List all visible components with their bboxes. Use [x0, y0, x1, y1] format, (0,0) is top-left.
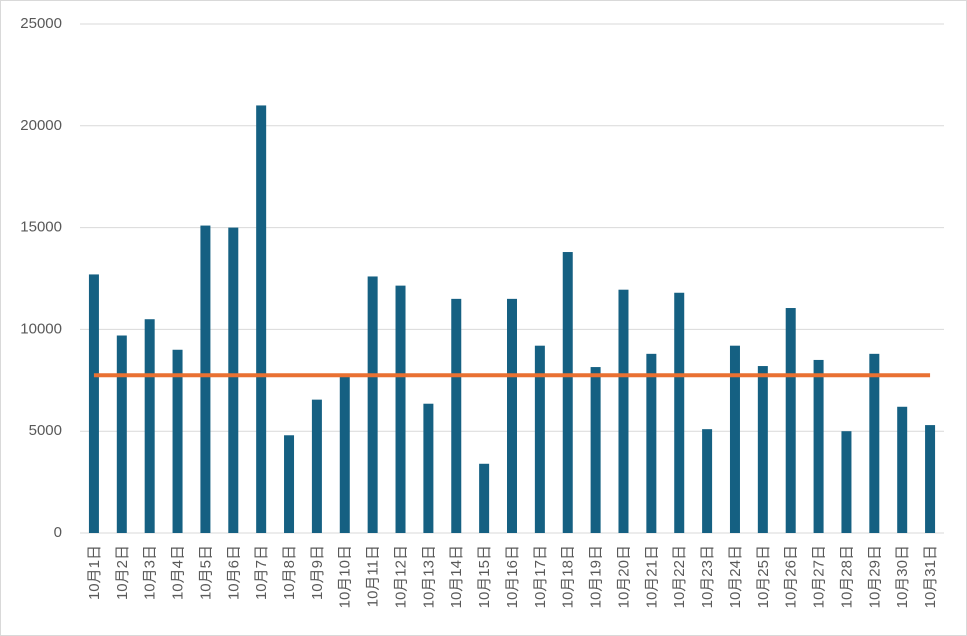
x-tick-label: 10月16日	[504, 545, 521, 608]
bar	[88, 274, 99, 533]
bar	[200, 225, 211, 533]
x-tick-label: 10月13日	[420, 545, 437, 608]
bar	[116, 335, 127, 533]
bar	[785, 308, 796, 533]
bar	[507, 298, 517, 533]
bar	[813, 359, 824, 533]
x-tick-label: 10月31日	[922, 545, 939, 608]
bar	[479, 463, 490, 533]
x-tick-label: 10月19日	[588, 545, 605, 608]
bar	[841, 431, 852, 533]
bar	[144, 319, 155, 533]
x-tick-label: 10月17日	[532, 545, 549, 608]
x-tick-label: 10月28日	[838, 545, 855, 608]
y-tick-label: 15000	[20, 219, 62, 236]
x-tick-label: 10月4日	[170, 545, 187, 600]
x-tick-label: 10月6日	[225, 545, 242, 600]
x-tick-label: 10月12日	[392, 545, 409, 608]
x-tick-label: 10月10日	[337, 545, 354, 608]
x-tick-label: 10月25日	[755, 545, 772, 608]
x-tick-label: 10月9日	[309, 545, 326, 600]
bar	[729, 345, 740, 533]
bar	[534, 345, 545, 533]
bar	[284, 435, 295, 533]
x-tick-label: 10月26日	[783, 545, 800, 608]
x-tick-label: 10月18日	[560, 545, 577, 608]
bar	[451, 298, 462, 533]
y-tick-label: 25000	[20, 15, 62, 32]
bar	[395, 285, 406, 533]
x-tick-label: 10月1日	[86, 545, 103, 600]
x-tick-label: 10月22日	[671, 545, 688, 608]
bar	[646, 353, 657, 533]
bar	[925, 425, 936, 533]
x-tick-label: 10月30日	[894, 545, 911, 608]
bar	[674, 292, 685, 533]
x-tick-label: 10月11日	[365, 545, 382, 607]
bar	[897, 406, 908, 533]
x-tick-label: 10月20日	[615, 545, 632, 608]
bar	[256, 105, 267, 533]
bar	[618, 289, 629, 533]
x-tick-label: 10月3日	[142, 545, 159, 600]
y-tick-label: 20000	[20, 117, 62, 134]
x-tick-label: 10月29日	[866, 545, 883, 608]
x-tick-label: 10月2日	[114, 545, 131, 600]
bar	[339, 376, 350, 533]
bar	[869, 353, 880, 533]
x-tick-label: 10月24日	[727, 545, 744, 608]
bar	[367, 276, 378, 533]
x-tick-label: 10月14日	[448, 545, 465, 608]
y-tick-label: 5000	[29, 422, 62, 439]
bar	[311, 399, 322, 533]
x-tick-label: 10月27日	[811, 545, 828, 608]
bar	[562, 252, 573, 534]
x-tick-label: 10月23日	[699, 545, 716, 608]
y-tick-label: 10000	[20, 320, 62, 337]
x-tick-label: 10月21日	[643, 545, 660, 608]
y-tick-label: 0	[54, 524, 62, 541]
bar	[757, 366, 768, 533]
x-tick-label: 10月8日	[281, 545, 298, 600]
bar	[590, 367, 601, 533]
bar	[228, 227, 239, 533]
x-tick-label: 10月7日	[253, 545, 270, 600]
bar	[702, 429, 713, 533]
bar	[423, 403, 434, 533]
x-tick-label: 10月5日	[197, 545, 214, 600]
bar	[172, 349, 183, 533]
x-tick-label: 10月15日	[476, 545, 493, 608]
